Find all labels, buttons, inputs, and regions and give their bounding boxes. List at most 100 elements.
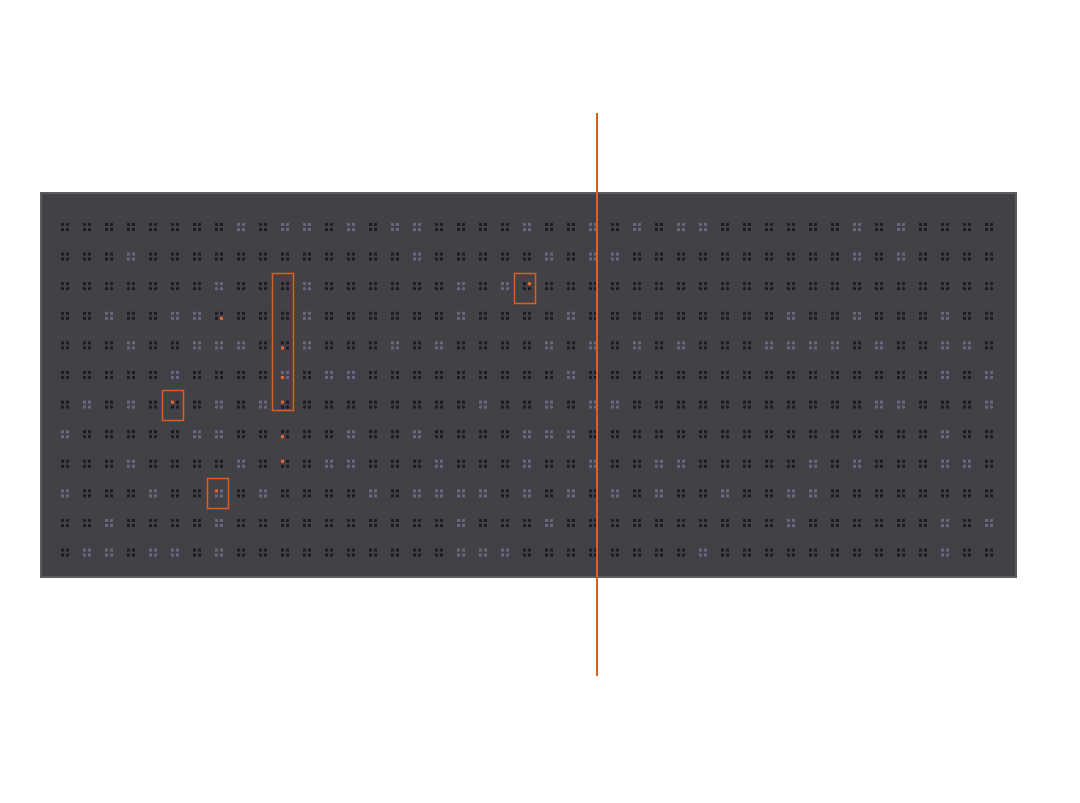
cell-dot	[721, 405, 724, 409]
cell-dot	[748, 435, 751, 439]
cell-dot	[264, 341, 267, 345]
cell-dot	[501, 405, 504, 409]
cell-dot	[484, 341, 487, 345]
cell-dot	[985, 459, 988, 463]
cell-dot	[699, 464, 702, 468]
cell-dot	[308, 464, 311, 468]
cell-dot	[308, 489, 311, 493]
cell-dot	[528, 489, 531, 493]
cell-dot	[61, 430, 64, 434]
cell-dot	[347, 548, 350, 552]
cell-dot	[308, 435, 311, 439]
cell-dot	[699, 405, 702, 409]
cell-dot	[677, 430, 680, 434]
cell-dot	[391, 341, 394, 345]
cell-dot	[127, 223, 130, 226]
cell-dot	[237, 430, 240, 434]
cell-dot	[523, 282, 526, 286]
cell-dot	[220, 435, 223, 439]
cell-dot	[616, 346, 619, 350]
cell-dot	[259, 376, 262, 379]
cell-dot	[127, 435, 130, 439]
cell-dot	[396, 287, 399, 291]
cell-dot	[440, 316, 443, 320]
cell-dot	[462, 519, 465, 522]
cell-dot	[985, 257, 988, 261]
cell-dot	[616, 223, 619, 226]
cell-dot	[941, 341, 944, 345]
cell-dot	[484, 459, 487, 463]
cell-dot	[105, 524, 108, 527]
cell-dot	[264, 223, 267, 226]
cell-dot	[330, 430, 333, 434]
cell-dot	[374, 553, 377, 557]
cell-dot	[83, 257, 86, 261]
cell-dot	[110, 548, 113, 552]
cell-dot	[853, 435, 856, 439]
cell-dot	[990, 252, 993, 256]
cell-dot	[924, 464, 927, 468]
cell-dot	[66, 282, 69, 286]
cell-dot	[88, 405, 91, 409]
cell-dot	[748, 430, 751, 434]
cell-dot	[352, 341, 355, 345]
cell-dot	[743, 287, 746, 291]
cell-dot	[374, 489, 377, 493]
cell-dot	[396, 459, 399, 463]
cell-dot	[572, 459, 575, 463]
cell-dot	[704, 400, 707, 404]
cell-dot	[550, 316, 553, 320]
cell-dot	[968, 228, 971, 231]
cell-dot	[748, 524, 751, 527]
cell-dot	[787, 405, 790, 409]
cell-dot	[875, 371, 878, 374]
cell-dot	[127, 405, 130, 409]
cell-dot	[985, 435, 988, 439]
cell-dot	[242, 371, 245, 374]
cell-dot	[176, 519, 179, 522]
cell-dot	[792, 400, 795, 404]
cell-dot	[611, 311, 614, 315]
cell-dot	[919, 257, 922, 261]
cell-dot	[572, 430, 575, 434]
cell-dot	[919, 223, 922, 226]
cell-dot	[699, 548, 702, 552]
cell-dot	[633, 228, 636, 231]
cell-dot	[682, 257, 685, 261]
cell-dot	[858, 548, 861, 552]
cell-dot	[946, 341, 949, 345]
cell-dot	[198, 548, 201, 552]
cell-dot	[374, 371, 377, 374]
cell-dot	[968, 316, 971, 320]
cell-dot	[413, 311, 416, 315]
cell-dot	[919, 548, 922, 552]
cell-dot	[154, 464, 157, 468]
cell-dot	[633, 371, 636, 374]
cell-dot	[391, 346, 394, 350]
cell-dot	[347, 489, 350, 493]
cell-dot	[814, 519, 817, 522]
cell-dot	[946, 311, 949, 315]
cell-dot	[440, 346, 443, 350]
cell-dot	[616, 553, 619, 557]
cell-dot	[127, 548, 130, 552]
cell-dot	[154, 371, 157, 374]
cell-dot	[506, 282, 509, 286]
cell-dot	[792, 311, 795, 315]
cell-dot	[589, 459, 592, 463]
cell-dot	[633, 282, 636, 286]
cell-dot	[462, 405, 465, 409]
cell-dot	[440, 282, 443, 286]
cell-dot	[765, 228, 768, 231]
cell-dot	[902, 371, 905, 374]
cell-dot	[325, 257, 328, 261]
cell-dot	[198, 341, 201, 345]
cell-dot	[418, 252, 421, 256]
cell-dot	[418, 341, 421, 345]
cell-dot	[308, 341, 311, 345]
cell-dot	[154, 524, 157, 527]
cell-dot	[523, 519, 526, 522]
cell-dot	[528, 223, 531, 226]
cell-dot	[594, 430, 597, 434]
cell-dot	[699, 257, 702, 261]
